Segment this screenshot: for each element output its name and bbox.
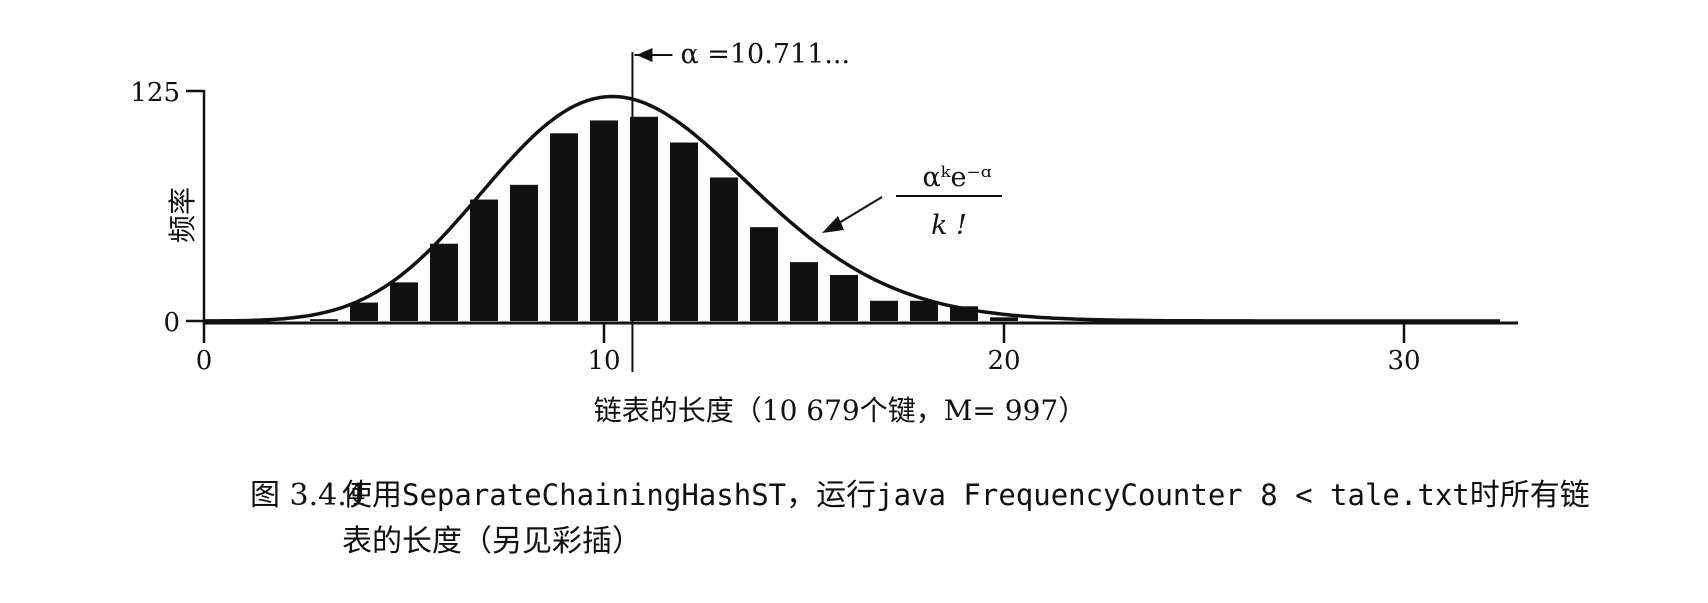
bar-group bbox=[310, 116, 1018, 321]
bar-10 bbox=[590, 120, 618, 321]
bar-6 bbox=[430, 243, 458, 321]
bar-20 bbox=[990, 317, 1018, 321]
bar-3 bbox=[310, 319, 338, 321]
bar-15 bbox=[790, 262, 818, 321]
caption-text-1: 使用 bbox=[342, 478, 402, 513]
x-tick-label-10: 10 bbox=[587, 346, 620, 376]
caption-text-2: ，运行 bbox=[786, 478, 877, 513]
alpha-arrow-head bbox=[636, 48, 653, 62]
x-axis-label: 链表的长度（10 679个键，M= 997） bbox=[594, 394, 1086, 427]
bar-5 bbox=[390, 282, 418, 321]
y-tick-label-125: 125 bbox=[130, 78, 180, 108]
formula-numerator: αᵏe⁻ᵅ bbox=[922, 162, 991, 193]
bar-4 bbox=[350, 302, 378, 321]
formula-arrow-head bbox=[822, 216, 844, 233]
x-tick-label-20: 20 bbox=[987, 346, 1020, 376]
bar-9 bbox=[550, 133, 578, 321]
bar-13 bbox=[710, 177, 738, 321]
bar-14 bbox=[750, 227, 778, 321]
alpha-marker-label: α =10.711... bbox=[680, 39, 850, 70]
y-tick-label-0: 0 bbox=[163, 308, 180, 338]
bar-17 bbox=[870, 300, 898, 321]
bar-18 bbox=[910, 300, 938, 321]
formula-denominator: k ! bbox=[931, 210, 967, 241]
bar-7 bbox=[470, 199, 498, 321]
bar-12 bbox=[670, 142, 698, 321]
formula-arrow-line bbox=[833, 196, 883, 227]
caption-code-1: SeparateChainingHashST bbox=[402, 478, 787, 512]
caption-text-3: 时所有链 bbox=[1469, 478, 1590, 513]
caption-code-2: java FrequencyCounter 8 < tale.txt bbox=[876, 478, 1470, 512]
bar-11 bbox=[630, 116, 658, 321]
y-axis-label: 频率 bbox=[166, 187, 199, 243]
caption-line-1: 使用SeparateChainingHashST，运行java Frequenc… bbox=[342, 470, 1590, 514]
axes bbox=[186, 52, 1518, 372]
bar-16 bbox=[830, 275, 858, 321]
x-tick-label-0: 0 bbox=[196, 346, 213, 376]
figure-number: 图 3.4.4 bbox=[250, 478, 366, 513]
bar-8 bbox=[510, 184, 538, 321]
x-tick-label-30: 30 bbox=[1387, 346, 1420, 376]
caption-line-2: 表的长度（另见彩插） bbox=[342, 524, 642, 559]
poisson-curve bbox=[203, 94, 1500, 323]
